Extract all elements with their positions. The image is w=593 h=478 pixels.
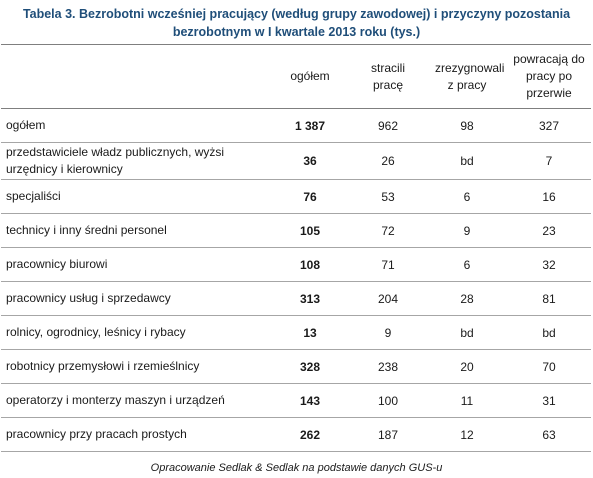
row-resigned: 6 <box>463 189 471 204</box>
table-row: pracownicy biurowi 108 71 6 32 <box>1 248 591 282</box>
row-resigned: bd <box>460 325 474 340</box>
unemployment-table: ogółem stracili pracę zrezygnowali z pra… <box>1 44 591 452</box>
row-total: 143 <box>299 393 321 408</box>
row-returning: 7 <box>545 154 553 168</box>
row-resigned: 98 <box>460 118 474 133</box>
row-returning: 63 <box>542 427 556 442</box>
row-lost-job: 238 <box>377 359 399 374</box>
table-row: przedstawiciele władz publicznych, wyżsi… <box>1 143 591 180</box>
row-total: 262 <box>299 427 321 442</box>
row-returning: 81 <box>542 291 556 306</box>
row-name: pracownicy biurowi <box>6 257 108 271</box>
row-resigned: bd <box>460 154 474 168</box>
row-total: 105 <box>299 223 321 238</box>
table-row: technicy i inny średni personel 105 72 9 23 <box>1 214 591 248</box>
row-total: 13 <box>303 325 317 340</box>
row-total: 1 387 <box>294 118 326 133</box>
table-row: operatorzy i monterzy maszyn i urządzeń 1… <box>1 384 591 418</box>
row-name: specjaliści <box>6 189 61 203</box>
row-resigned: 28 <box>460 291 474 306</box>
row-name: pracownicy usług i sprzedawcy <box>6 291 171 305</box>
table-row: pracownicy przy pracach prostych 262 187 12… <box>1 418 591 452</box>
row-resigned: 12 <box>460 427 474 442</box>
row-lost-job: 204 <box>377 291 399 306</box>
table-row: specjaliści 76 53 6 16 <box>1 180 591 214</box>
row-resigned: 6 <box>463 257 471 272</box>
row-returning: 32 <box>542 257 556 272</box>
table-row: pracownicy usług i sprzedawcy 313 204 28 81 <box>1 282 591 316</box>
row-name: pracownicy przy pracach prostych <box>6 427 187 441</box>
row-returning: bd <box>542 325 556 340</box>
row-returning: 16 <box>542 189 556 204</box>
header-returning: powracają do pracy po przerwie <box>507 44 591 109</box>
row-lost-job: 71 <box>381 257 395 272</box>
row-resigned: 9 <box>463 223 471 238</box>
table-row: ogółem 1 387 962 98 327 <box>1 109 591 143</box>
row-name: przedstawiciele władz publicznych, wyżsi… <box>6 145 225 176</box>
row-lost-job: 100 <box>377 393 399 408</box>
table-row: robotnicy przemysłowi i rzemieślnicy 328 2… <box>1 350 591 384</box>
table-title: Tabela 3. Bezrobotni wcześniej pracujący… <box>0 5 593 41</box>
row-name: rolnicy, ogrodnicy, leśnicy i rybacy <box>6 325 186 339</box>
table-title-line2: bezrobotnym w I kwartale 2013 roku (tys.… <box>172 25 421 39</box>
header-resigned: zrezygnowali z pracy <box>427 44 507 109</box>
row-total: 108 <box>299 257 321 272</box>
table-header-row: ogółem stracili pracę zrezygnowali z pra… <box>1 44 591 109</box>
row-returning: 23 <box>542 223 556 238</box>
row-lost-job: 9 <box>384 325 392 340</box>
row-lost-job: 187 <box>377 427 399 442</box>
row-total: 36 <box>303 154 317 168</box>
row-resigned: 20 <box>460 359 474 374</box>
source-note: Opracowanie Sedlak & Sedlak na podstawie… <box>150 462 443 474</box>
row-lost-job: 53 <box>381 189 395 204</box>
row-returning: 31 <box>542 393 556 408</box>
row-name: technicy i inny średni personel <box>6 223 167 237</box>
row-name: robotnicy przemysłowi i rzemieślnicy <box>6 359 200 373</box>
row-total: 76 <box>303 189 317 204</box>
row-resigned: 11 <box>460 393 474 408</box>
table-row: rolnicy, ogrodnicy, leśnicy i rybacy 13 9 b… <box>1 316 591 350</box>
row-lost-job: 962 <box>377 118 399 133</box>
header-lost-job: stracili pracę <box>349 44 427 109</box>
row-lost-job: 26 <box>381 154 395 168</box>
row-lost-job: 72 <box>381 223 395 238</box>
header-name <box>1 44 271 109</box>
row-name: ogółem <box>6 118 46 132</box>
row-total: 328 <box>299 359 321 374</box>
row-returning: 327 <box>538 118 560 133</box>
row-name: operatorzy i monterzy maszyn i urządzeń <box>6 393 225 407</box>
row-returning: 70 <box>542 359 556 374</box>
header-total: ogółem <box>271 44 349 109</box>
row-total: 313 <box>299 291 321 306</box>
table-title-line1: Tabela 3. Bezrobotni wcześniej pracujący… <box>22 7 571 21</box>
